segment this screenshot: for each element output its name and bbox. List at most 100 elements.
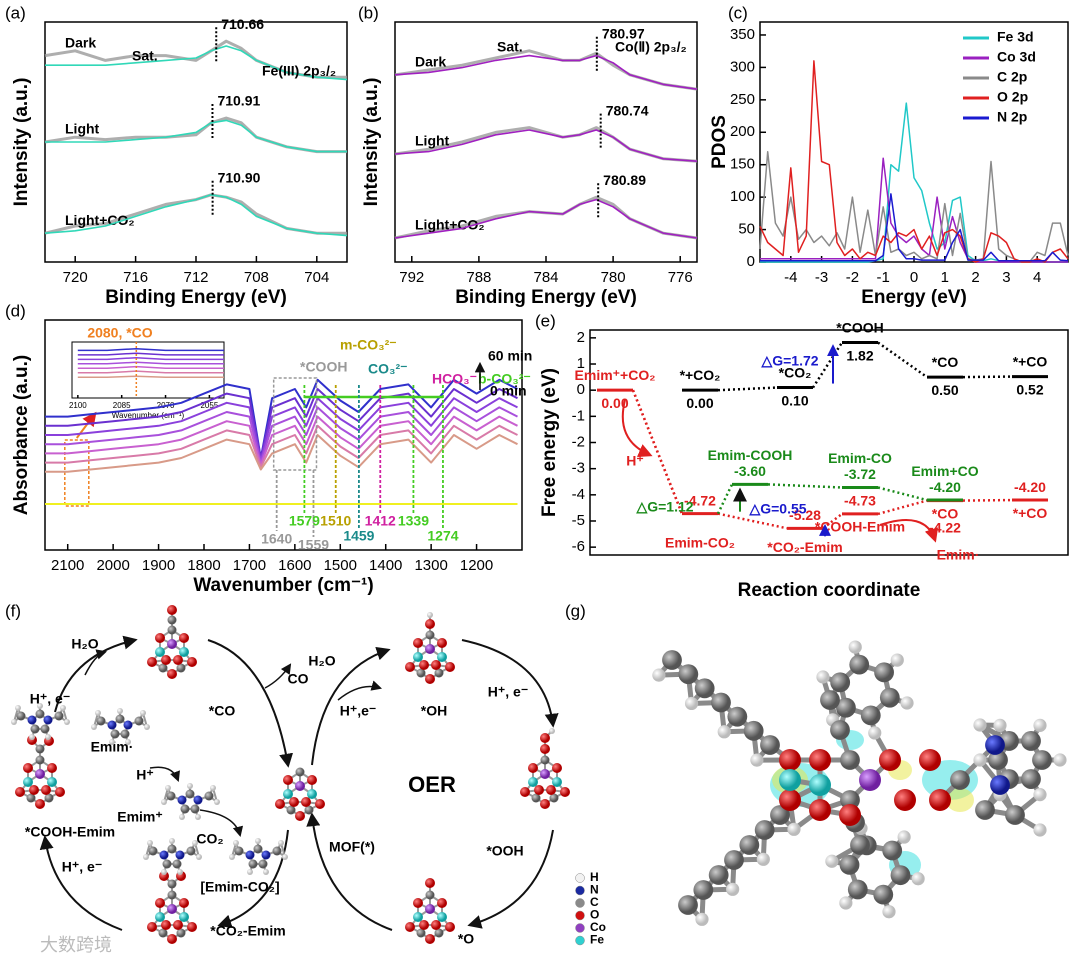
peak-label: 710.90: [218, 170, 261, 186]
atom: [161, 869, 167, 875]
atom: [26, 793, 36, 803]
atom: [1021, 769, 1041, 789]
level-label: Emim-CO: [828, 450, 892, 466]
series-line: [45, 397, 518, 462]
atom: [860, 705, 881, 726]
pathway-link: [717, 386, 778, 392]
atom: [155, 647, 165, 657]
atom: [125, 739, 131, 745]
y-tick-label: -2: [572, 433, 585, 450]
x-tick-label: 1200: [460, 557, 493, 574]
peak-label: 1559: [298, 537, 329, 553]
annotation: m-CO₃²⁻: [340, 337, 397, 353]
atom: [528, 777, 538, 787]
atom: [159, 850, 169, 860]
atom: [985, 735, 1005, 755]
x-tick-label: 1: [941, 269, 949, 286]
atom: [540, 744, 550, 754]
level-value: 0.10: [781, 392, 808, 408]
y-tick-label: 300: [730, 58, 755, 75]
atom: [193, 795, 203, 805]
atom: [540, 755, 550, 765]
atom: [770, 805, 790, 825]
level-value: 0.00: [686, 395, 713, 411]
x-tick-label: 784: [533, 269, 558, 286]
level-label: *CO: [932, 505, 959, 521]
atom: [210, 785, 216, 791]
atom: [825, 854, 839, 868]
atom: [425, 644, 435, 654]
atom: [204, 791, 214, 801]
atom: [44, 793, 54, 803]
atom: [868, 726, 882, 740]
atom: [147, 657, 157, 667]
atom: [91, 724, 97, 730]
atom: [295, 811, 305, 821]
atom: [552, 763, 562, 773]
atom: [528, 763, 538, 773]
atom: [41, 785, 51, 795]
series-line: [45, 388, 518, 459]
x-tick-label: 776: [668, 269, 693, 286]
x-tick-label: 3: [1002, 269, 1010, 286]
cooh-bracket: [272, 377, 318, 471]
atom: [261, 850, 271, 860]
atom: [29, 785, 39, 795]
x-tick-label: 4: [1033, 269, 1041, 286]
atom: [849, 654, 870, 675]
atom: [155, 898, 165, 908]
atom: [175, 850, 185, 860]
y-tick-label: 150: [730, 156, 755, 173]
x-tick-label: 1700: [233, 557, 266, 574]
atom: [743, 720, 764, 741]
atom: [186, 846, 196, 856]
atom: [900, 696, 914, 710]
level-value: 1.82: [846, 347, 873, 363]
annotation: Co(Ⅱ) 2p₃/₂: [615, 39, 687, 55]
series-line: [45, 424, 518, 469]
atom: [110, 729, 120, 739]
atom: [64, 719, 70, 725]
atom: [434, 928, 444, 938]
x-tick-label: 2: [971, 269, 979, 286]
y-tick-label: 0: [577, 381, 585, 398]
series-line: [760, 157, 1068, 263]
atom: [894, 789, 916, 811]
atom: [234, 846, 244, 856]
atom: [724, 850, 744, 870]
atom: [161, 799, 167, 805]
x-tick-label: 792: [399, 269, 424, 286]
atom: [427, 612, 433, 618]
legend-atom: [575, 923, 585, 933]
y-tick-label: 350: [730, 26, 755, 43]
level-label: *CO₂: [779, 364, 812, 380]
atom: [172, 859, 182, 869]
atom: [929, 789, 951, 811]
atom: [546, 785, 556, 795]
peak-label: 1510: [320, 513, 351, 529]
peak-label: 780.89: [603, 172, 646, 188]
atom: [95, 710, 101, 716]
level-label: Emim-COOH: [708, 447, 793, 463]
panel-label: (b): [358, 3, 379, 22]
atom: [950, 770, 970, 790]
atom: [144, 724, 150, 730]
cycle-label: [Emim-CO₂]: [200, 879, 279, 895]
x-tick-label: 0: [910, 269, 918, 286]
pathway-link: [962, 498, 1013, 502]
atom: [445, 922, 455, 932]
atom: [809, 749, 831, 771]
atom: [879, 749, 901, 771]
peak-label: 780.97: [602, 26, 645, 42]
atom: [431, 660, 441, 670]
series-line: [45, 119, 347, 153]
x-tick-label: 1500: [324, 557, 357, 574]
atom: [247, 869, 253, 875]
cycle-label: Emim⁺: [117, 809, 163, 825]
atom: [809, 774, 831, 796]
x-axis-label: Binding Energy (eV): [455, 287, 637, 308]
atom: [549, 728, 555, 734]
cycle-label: *O: [458, 931, 474, 947]
peak-label: 1339: [398, 513, 429, 529]
atom: [167, 639, 177, 649]
